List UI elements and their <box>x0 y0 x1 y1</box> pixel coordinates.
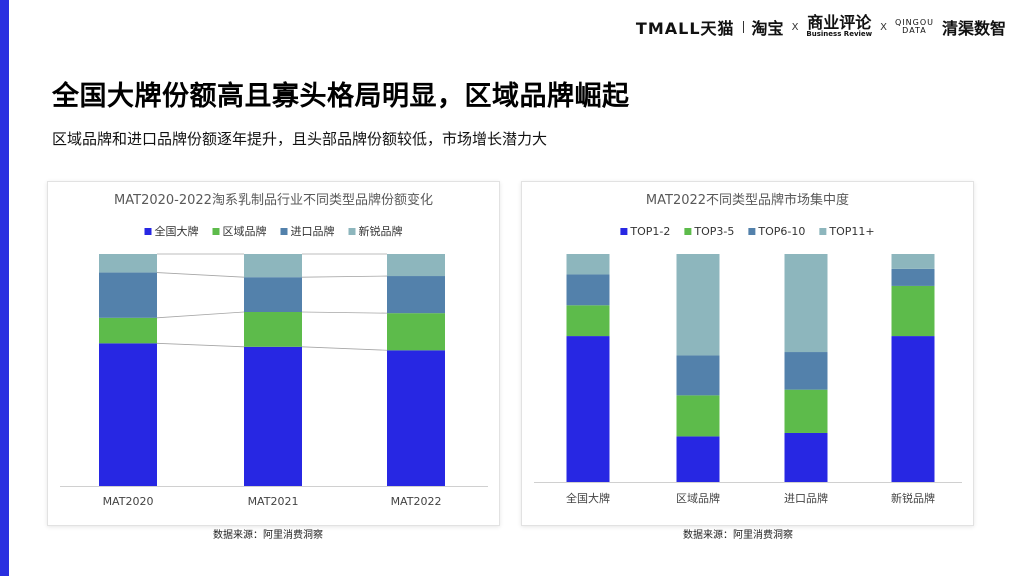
bar-segment <box>566 336 610 482</box>
bar-segment <box>784 254 828 353</box>
legend-label: TOP3-5 <box>693 225 734 238</box>
partner-logo-bar: TMALL天猫 淘宝 X 商业评论 Business Review X QING… <box>636 14 1006 40</box>
legend-swatch <box>748 228 756 235</box>
stacked-bar <box>676 254 720 482</box>
stacked-bar <box>244 254 302 486</box>
series-connector-line <box>301 275 388 278</box>
legend-label: 新锐品牌 <box>359 224 403 238</box>
bar-segment <box>676 254 720 356</box>
bar-segment <box>891 336 935 482</box>
x-tick-label: MAT2022 <box>391 495 442 508</box>
x-tick-label: 新锐品牌 <box>891 491 935 505</box>
bar-segment <box>566 305 610 337</box>
stacked-bar <box>891 254 935 482</box>
bar-segment <box>244 312 302 347</box>
legend-label: 全国大牌 <box>155 224 199 238</box>
chart-title: MAT2022不同类型品牌市场集中度 <box>646 192 849 208</box>
qingou-logo-bottom: DATA <box>902 26 927 35</box>
bar-segment <box>566 254 610 275</box>
series-connector-line <box>156 342 245 348</box>
series-connector-line <box>301 346 388 351</box>
chart-source-note: 数据来源：阿里消费洞察 <box>213 530 323 541</box>
bar-segment <box>244 254 302 278</box>
share-change-chart-card: MAT2020-2022淘系乳制品行业不同类型品牌份额变化全国大牌 区域品牌 进口品… <box>47 181 500 526</box>
legend-swatch <box>280 228 288 235</box>
legend-item: TOP6-10 <box>748 225 805 238</box>
legend-swatch <box>212 228 220 235</box>
legend-item: 全国大牌 <box>144 224 199 238</box>
x-tick-label: MAT2020 <box>103 495 154 508</box>
accent-sidebar-bar <box>0 0 9 576</box>
bar-segment <box>784 352 828 390</box>
legend-item: TOP1-2 <box>620 225 670 238</box>
series-connector-line <box>156 311 245 319</box>
bar-segment <box>244 277 302 312</box>
x-tick-label: 进口品牌 <box>784 491 828 505</box>
stacked-bar <box>99 254 157 486</box>
bar-segment <box>244 346 302 486</box>
bar-segment <box>784 432 828 482</box>
legend-label: 进口品牌 <box>291 224 335 238</box>
business-review-logo-en: Business Review <box>806 30 873 38</box>
legend-label: 区域品牌 <box>223 224 267 238</box>
bar-segment <box>676 395 720 437</box>
bar-segment <box>387 350 445 486</box>
logo-divider <box>742 21 744 33</box>
bar-segment <box>387 254 445 277</box>
bar-segment <box>99 272 157 318</box>
bar-segment <box>99 343 157 486</box>
business-review-logo-cn: 商业评论 <box>807 13 872 32</box>
legend-item: 新锐品牌 <box>348 224 403 238</box>
qingqu-logo: 清渠数智 <box>941 19 1006 38</box>
legend-swatch <box>620 228 628 235</box>
taobao-logo: 淘宝 <box>751 19 784 38</box>
logo-separator: X <box>880 21 887 33</box>
legend-item: 进口品牌 <box>280 224 335 238</box>
legend-label: TOP1-2 <box>629 225 670 238</box>
stacked-bar <box>387 254 445 486</box>
page-subtitle: 区域品牌和进口品牌份额逐年提升，且头部品牌份额较低，市场增长潜力大 <box>52 130 548 148</box>
bar-segment <box>891 268 935 286</box>
chart-title: MAT2020-2022淘系乳制品行业不同类型品牌份额变化 <box>114 192 433 208</box>
chart-source-note: 数据来源：阿里消费洞察 <box>683 530 793 541</box>
legend-label: TOP11+ <box>828 225 874 238</box>
series-connector-line <box>156 272 245 278</box>
legend-item: 区域品牌 <box>212 224 267 238</box>
series-connector-line <box>301 311 388 314</box>
legend-swatch <box>684 228 692 235</box>
bar-segment <box>387 276 445 314</box>
x-tick-label: 全国大牌 <box>566 491 610 505</box>
qingou-logo-top: QINGOU <box>894 18 934 27</box>
logo-separator: X <box>791 21 799 33</box>
qingou-data-logo: QINGOU DATA <box>895 19 934 35</box>
legend-item: TOP11+ <box>819 225 875 238</box>
legend-swatch <box>348 228 356 235</box>
bar-segment <box>676 355 720 396</box>
bar-segment <box>99 317 157 344</box>
chart-legend: 全国大牌 区域品牌 进口品牌 新锐品牌 <box>144 224 403 238</box>
legend-label: TOP6-10 <box>757 225 805 238</box>
legend-item: TOP3-5 <box>684 225 734 238</box>
legend-swatch <box>144 228 152 235</box>
bar-segment <box>784 389 828 433</box>
x-tick-label: 区域品牌 <box>676 491 720 505</box>
bar-segment <box>891 285 935 337</box>
bar-segment <box>891 254 935 269</box>
stacked-bar <box>784 254 828 482</box>
stacked-bar <box>566 254 610 482</box>
x-tick-label: MAT2021 <box>248 495 299 508</box>
bar-segment <box>566 274 610 306</box>
business-review-logo: 商业评论 Business Review <box>806 13 873 39</box>
chart-legend: TOP1-2 TOP3-5 TOP6-10 TOP11+ <box>620 225 875 238</box>
bar-segment <box>387 313 445 351</box>
tmall-logo: TMALL天猫 <box>635 19 735 38</box>
legend-swatch <box>819 228 827 235</box>
bar-segment <box>99 254 157 273</box>
page-title: 全国大牌份额高且寡头格局明显，区域品牌崛起 <box>52 81 630 112</box>
concentration-chart-card: MAT2022不同类型品牌市场集中度 TOP1-2 TOP3-5 TOP6-10 TOP… <box>521 181 974 526</box>
bar-segment <box>676 436 720 482</box>
